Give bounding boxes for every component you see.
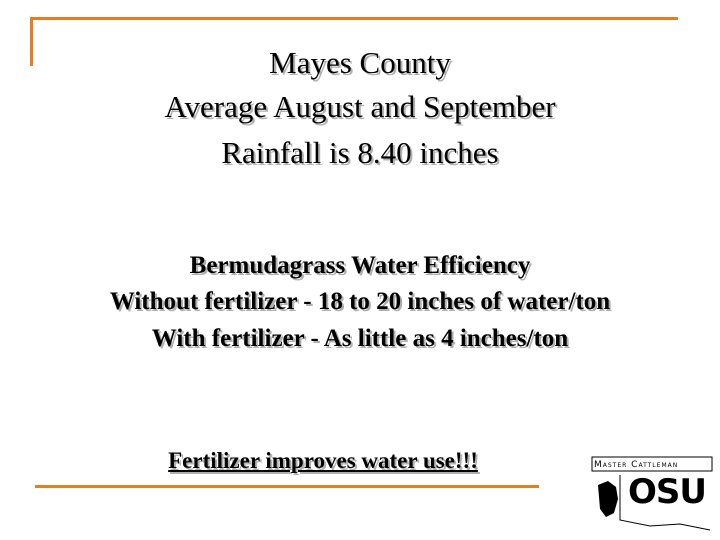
- logo-outline: [619, 475, 711, 531]
- title-line: Average August and September: [164, 89, 556, 124]
- logo-school: OSU: [628, 472, 707, 512]
- logo-art: [591, 456, 713, 531]
- left-rule: [30, 17, 33, 66]
- body-line: Without fertilizer - 18 to 20 inches of …: [109, 288, 611, 315]
- bottom-rule: [35, 485, 539, 488]
- body-line: With fertilizer - As little as 4 inches/…: [151, 325, 569, 352]
- top-rule: [30, 17, 678, 20]
- body-line: Bermudagrass Water Efficiency: [189, 252, 531, 279]
- title-line: Mayes County: [269, 45, 451, 80]
- logo-cattle: [598, 481, 618, 517]
- title-line: Rainfall is 8.40 inches: [221, 135, 499, 170]
- logo-frame: [591, 456, 713, 472]
- conclusion: Fertilizer improves water use!!!: [168, 448, 478, 473]
- logo-program: Master Cattleman: [594, 460, 679, 470]
